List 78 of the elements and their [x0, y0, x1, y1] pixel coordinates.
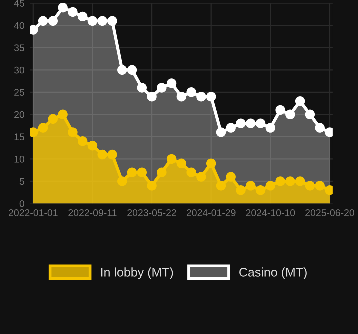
point: [166, 78, 177, 88]
point: [147, 92, 157, 102]
point: [30, 25, 38, 35]
point: [305, 110, 316, 120]
point: [266, 123, 276, 133]
point: [118, 65, 128, 75]
x-tick-label: 2022-09-11: [68, 210, 117, 216]
point: [206, 158, 216, 169]
point: [186, 88, 196, 98]
point: [127, 168, 138, 178]
point: [147, 181, 157, 191]
point: [226, 123, 236, 133]
point: [108, 150, 118, 160]
point: [157, 168, 167, 178]
point: [176, 92, 187, 102]
point: [256, 118, 266, 128]
point: [98, 150, 108, 160]
point: [38, 123, 48, 133]
point: [196, 92, 206, 102]
point: [157, 83, 167, 93]
point: [286, 176, 296, 186]
point: [236, 118, 246, 128]
point: [68, 128, 78, 138]
point: [246, 181, 256, 191]
x-tick-label: 2024-01-29: [186, 210, 236, 216]
y-tick-label: 45: [14, 0, 24, 7]
point: [286, 110, 296, 120]
point: [48, 16, 58, 26]
y-tick-label: 5: [20, 178, 24, 186]
y-tick-label: 40: [14, 22, 24, 30]
point: [88, 140, 98, 151]
point: [78, 12, 88, 22]
point: [137, 83, 148, 93]
y-tick-label: 20: [14, 111, 24, 118]
point: [206, 92, 216, 102]
point: [38, 16, 48, 26]
point: [196, 172, 206, 182]
legend-label: In lobby (MT): [101, 268, 174, 280]
point: [108, 16, 118, 26]
point: [276, 176, 286, 186]
point: [166, 154, 177, 164]
point: [137, 168, 148, 178]
y-tick-label: 10: [14, 156, 24, 163]
point: [58, 110, 68, 120]
point: [78, 136, 88, 146]
x-tick-label: 2022-01-01: [9, 210, 58, 216]
point: [48, 114, 58, 124]
y-tick-label: 30: [14, 66, 24, 74]
point: [118, 176, 128, 186]
point: [58, 3, 68, 13]
y-tick-label: 0: [20, 200, 24, 208]
point: [68, 7, 78, 18]
x-tick-label: 2023-05-22: [128, 210, 176, 216]
point: [266, 181, 276, 191]
point: [256, 186, 266, 196]
point: [30, 128, 38, 138]
point: [315, 181, 325, 191]
point: [226, 172, 236, 182]
point: [276, 105, 286, 116]
x-tick-label: 2024-10-10: [246, 210, 296, 216]
y-tick-label: 15: [14, 134, 24, 141]
point: [305, 181, 316, 191]
point: [295, 176, 306, 186]
point: [186, 168, 196, 178]
point: [216, 128, 226, 138]
point: [295, 96, 306, 106]
legend-label: Casino (MT): [240, 268, 307, 280]
x-tick-label: 2025-06-20: [306, 210, 354, 216]
y-tick-label: 25: [14, 89, 24, 96]
point: [315, 123, 325, 133]
point: [176, 158, 187, 169]
point: [98, 16, 108, 26]
point: [246, 118, 256, 128]
point: [88, 16, 98, 26]
point: [127, 65, 138, 75]
point: [236, 186, 246, 196]
y-tick-label: 35: [14, 44, 24, 52]
point: [216, 181, 226, 191]
